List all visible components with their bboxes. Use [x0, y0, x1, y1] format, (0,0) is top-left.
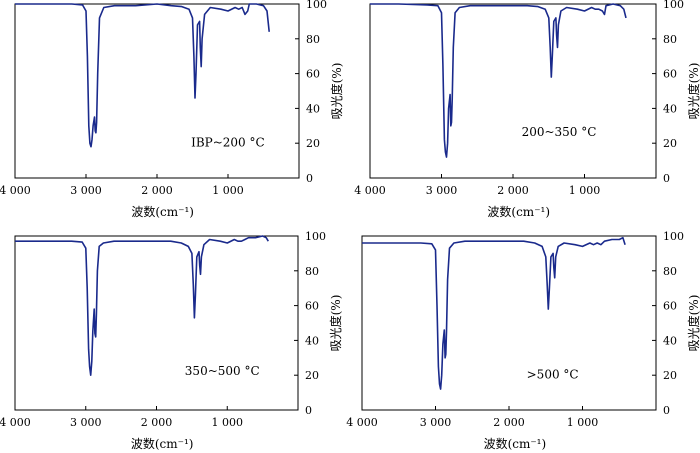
chart-panel-4: 4 000 3 000 2 000 1 000 0 20 40 60 80 100 波数(cm⁻¹)…: [346, 230, 700, 451]
x-tick-label: 4 000: [354, 184, 386, 197]
y-tick-label: 40: [305, 334, 319, 347]
x-tick-label: 2 000: [493, 416, 525, 429]
y-tick-label: 0: [663, 404, 670, 417]
temperature-range-label: 200~350 °C: [522, 125, 597, 139]
y-tick-label: 40: [663, 334, 677, 347]
y-tick-label: 100: [663, 0, 684, 11]
y-tick-label: 20: [305, 369, 319, 382]
plot-frame: [361, 235, 657, 411]
y-axis-title: 吸光度(%): [686, 295, 700, 352]
x-tick-label: 1 000: [212, 184, 244, 197]
temperature-range-label: >500 °C: [527, 368, 579, 382]
y-tick-label: 20: [306, 137, 320, 150]
y-axis-title: 吸光度(%): [329, 63, 344, 120]
chart-panel-1: 4 000 3 000 2 000 1 000 0 20 40 60 80 100 波数(cm⁻¹)…: [0, 0, 344, 219]
plot-frame: [14, 235, 299, 411]
chart-panel-3: 4 000 3 000 2 000 1 000 0 20 40 60 80 100 波数(cm⁻¹)…: [0, 230, 343, 451]
spectrum-line: [15, 3, 270, 148]
y-tick-label: 0: [305, 404, 312, 417]
y-tick-label: 80: [663, 33, 677, 46]
plot-frame: [369, 3, 657, 179]
x-axis-title: 波数(cm⁻¹): [131, 436, 194, 451]
y-tick-label: 0: [306, 172, 313, 185]
x-tick-label: 1 000: [212, 416, 244, 429]
spectrum-line: [362, 236, 626, 390]
x-tick-label: 1 000: [569, 184, 601, 197]
x-tick-label: 4 000: [0, 184, 31, 197]
y-axis-title: 吸光度(%): [328, 295, 343, 352]
x-tick-label: 2 000: [497, 184, 529, 197]
x-tick-label: 2 000: [141, 416, 173, 429]
y-tick-label: 20: [663, 369, 677, 382]
x-tick-label: 1 000: [567, 416, 599, 429]
x-axis-title: 波数(cm⁻¹): [487, 204, 550, 219]
y-tick-label: 100: [306, 0, 327, 11]
y-tick-label: 60: [305, 300, 319, 313]
x-tick-label: 4 000: [0, 416, 31, 429]
y-tick-label: 80: [663, 265, 677, 278]
y-tick-label: 100: [663, 230, 684, 243]
x-tick-label: 3 000: [70, 416, 102, 429]
x-tick-label: 3 000: [426, 184, 458, 197]
x-axis-title: 波数(cm⁻¹): [131, 204, 194, 219]
spectrum-line: [370, 3, 627, 158]
plot-frame: [14, 3, 300, 179]
temperature-range-label: IBP~200 °C: [191, 136, 265, 150]
x-tick-label: 2 000: [141, 184, 173, 197]
y-tick-label: 80: [305, 265, 319, 278]
y-tick-label: 100: [305, 230, 326, 243]
y-tick-label: 0: [663, 172, 670, 185]
y-tick-label: 60: [663, 68, 677, 81]
x-tick-label: 3 000: [70, 184, 102, 197]
chart-panel-2: 4 000 3 000 2 000 1 000 0 20 40 60 80 100 波数(cm⁻¹)…: [354, 0, 700, 219]
y-tick-label: 60: [306, 68, 320, 81]
y-axis-title: 吸光度(%): [686, 63, 700, 120]
y-tick-label: 40: [663, 102, 677, 115]
y-tick-label: 60: [663, 300, 677, 313]
y-tick-label: 40: [306, 102, 320, 115]
x-tick-label: 3 000: [420, 416, 452, 429]
x-tick-label: 4 000: [346, 416, 378, 429]
temperature-range-label: 350~500 °C: [185, 364, 260, 378]
x-axis-title: 波数(cm⁻¹): [484, 436, 547, 451]
y-tick-label: 20: [663, 137, 677, 150]
y-tick-label: 80: [306, 33, 320, 46]
spectrum-line: [15, 235, 269, 377]
